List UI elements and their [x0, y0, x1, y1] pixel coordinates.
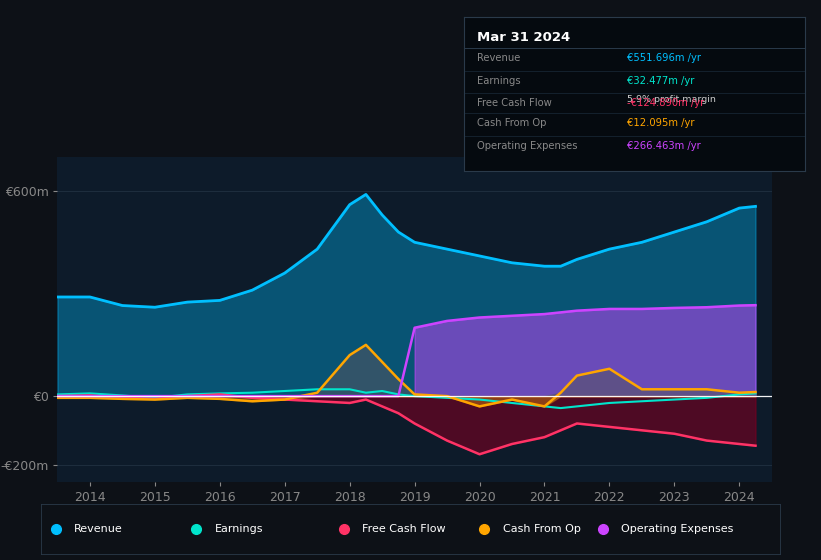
Text: Revenue: Revenue	[75, 524, 123, 534]
Text: Mar 31 2024: Mar 31 2024	[478, 31, 571, 44]
Text: Free Cash Flow: Free Cash Flow	[363, 524, 446, 534]
Text: Revenue: Revenue	[478, 53, 521, 63]
Text: Operating Expenses: Operating Expenses	[621, 524, 733, 534]
Text: Earnings: Earnings	[215, 524, 264, 534]
Text: Cash From Op: Cash From Op	[502, 524, 580, 534]
Text: -€124.890m /yr: -€124.890m /yr	[627, 98, 704, 108]
Text: €551.696m /yr: €551.696m /yr	[627, 53, 701, 63]
Text: Free Cash Flow: Free Cash Flow	[478, 98, 553, 108]
Text: €12.095m /yr: €12.095m /yr	[627, 118, 695, 128]
Text: Operating Expenses: Operating Expenses	[478, 141, 578, 151]
Text: €32.477m /yr: €32.477m /yr	[627, 77, 695, 86]
Text: 5.9% profit margin: 5.9% profit margin	[627, 95, 716, 105]
Text: Cash From Op: Cash From Op	[478, 118, 547, 128]
Text: €266.463m /yr: €266.463m /yr	[627, 141, 701, 151]
Text: Earnings: Earnings	[478, 77, 521, 86]
